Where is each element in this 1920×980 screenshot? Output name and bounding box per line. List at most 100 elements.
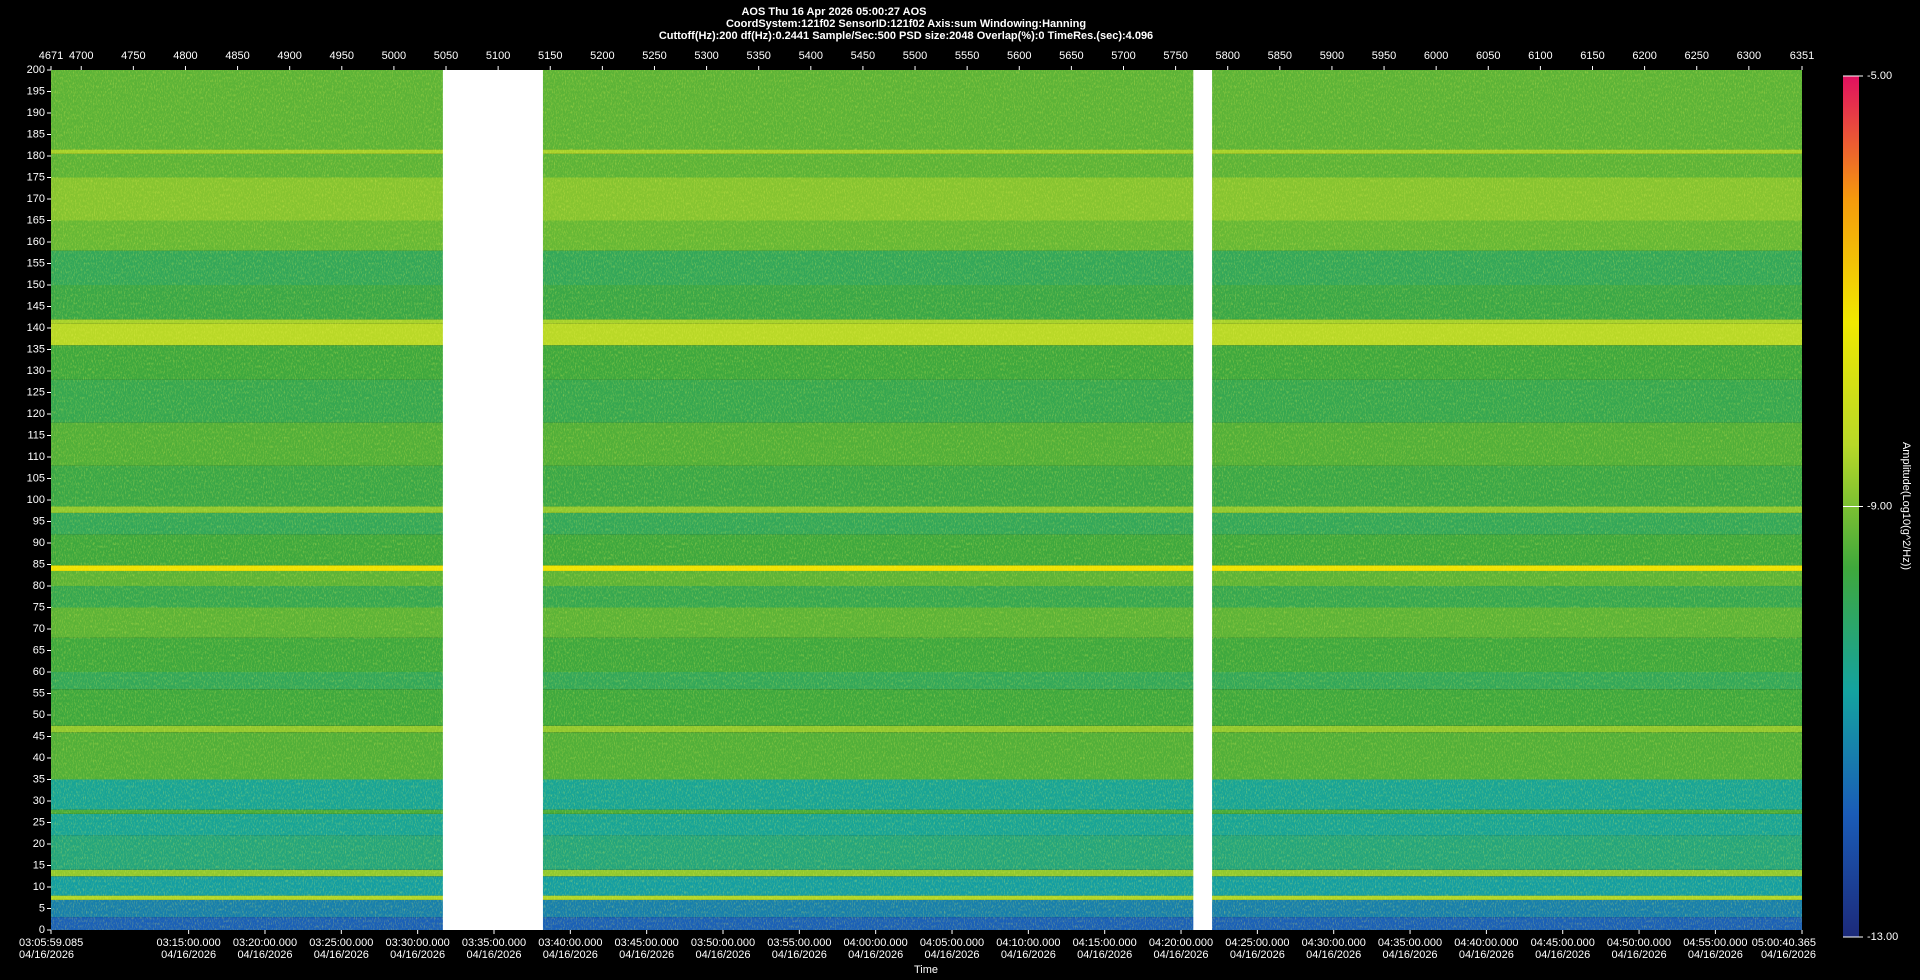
date-tick-label: 04/16/2026: [161, 949, 216, 961]
y-tick-label: 90: [33, 537, 45, 549]
date-tick-label: 04/16/2026: [1306, 949, 1361, 961]
x-tick-label: 4950: [330, 50, 354, 62]
time-tick-label: 03:50:00.000: [691, 937, 755, 949]
x-tick-label: 5600: [1007, 50, 1031, 62]
time-tick-label: 03:15:00.000: [157, 937, 221, 949]
date-tick-label: 04/16/2026: [619, 949, 674, 961]
time-tick-label: 04:20:00.000: [1149, 937, 1213, 949]
y-tick-label: 110: [27, 451, 45, 463]
y-tick-label: 85: [33, 558, 45, 570]
x-tick-label: 6050: [1476, 50, 1500, 62]
time-tick-label: 04:15:00.000: [1073, 937, 1137, 949]
colorbar-label: Amplitude(Log10(g^2/Hz)): [1900, 442, 1912, 570]
time-tick-label: 04:35:00.000: [1378, 937, 1442, 949]
x-tick-label: 5150: [538, 50, 562, 62]
y-tick-label: 125: [27, 386, 45, 398]
y-tick-label: 100: [27, 494, 45, 506]
x-tick-label: 6351: [1790, 50, 1814, 62]
date-tick-label: 04/16/2026: [848, 949, 903, 961]
time-tick-label: 04:00:00.000: [844, 937, 908, 949]
x-tick-label: 5250: [642, 50, 666, 62]
y-tick-label: 185: [27, 128, 45, 140]
date-tick-label: 04/16/2026: [237, 949, 292, 961]
y-tick-label: 150: [27, 279, 45, 291]
y-tick-label: 200: [27, 64, 45, 76]
y-tick-label: 135: [27, 343, 45, 355]
y-tick-label: 170: [27, 193, 45, 205]
x-tick-label: 5800: [1215, 50, 1239, 62]
time-tick-label: 04:05:00.000: [920, 937, 984, 949]
date-tick-label: 04/16/2026: [1761, 949, 1816, 961]
noise-texture: [51, 70, 1802, 930]
y-tick-label: 0: [39, 924, 45, 936]
time-tick-label: 03:25:00.000: [309, 937, 373, 949]
y-tick-label: 95: [33, 515, 45, 527]
x-tick-label: 6150: [1580, 50, 1604, 62]
y-tick-label: 25: [33, 816, 45, 828]
y-tick-label: 15: [33, 859, 45, 871]
date-tick-label: 04/16/2026: [1230, 949, 1285, 961]
date-tick-label: 04/16/2026: [390, 949, 445, 961]
x-tick-label: 5700: [1111, 50, 1135, 62]
date-tick-label: 04/16/2026: [695, 949, 750, 961]
y-tick-label: 120: [27, 408, 45, 420]
date-tick-label: 04/16/2026: [314, 949, 369, 961]
y-tick-label: 130: [27, 365, 45, 377]
spectrogram: [51, 70, 1802, 930]
y-tick-label: 140: [27, 322, 45, 334]
x-tick-label: 5200: [590, 50, 614, 62]
date-tick-label: 04/16/2026: [1535, 949, 1590, 961]
y-tick-label: 5: [39, 902, 45, 914]
x-tick-label: 6100: [1528, 50, 1552, 62]
x-tick-label: 5450: [851, 50, 875, 62]
y-tick-label: 70: [33, 623, 45, 635]
date-tick-label: 04/16/2026: [1612, 949, 1667, 961]
time-tick-label: 04:25:00.000: [1225, 937, 1289, 949]
time-tick-label: 03:30:00.000: [386, 937, 450, 949]
time-tick-label: 04:30:00.000: [1302, 937, 1366, 949]
date-tick-label: 04/16/2026: [543, 949, 598, 961]
x-tick-label: 4900: [277, 50, 301, 62]
date-tick-label: 04/16/2026: [1001, 949, 1056, 961]
data-gap: [443, 70, 543, 930]
y-tick-label: 145: [27, 300, 45, 312]
y-tick-label: 195: [27, 85, 45, 97]
x-tick-label: 5550: [955, 50, 979, 62]
y-tick-label: 190: [27, 107, 45, 119]
data-gap: [1193, 70, 1212, 930]
y-tick-label: 155: [27, 257, 45, 269]
y-tick-label: 50: [33, 709, 45, 721]
date-tick-label: 04/16/2026: [772, 949, 827, 961]
x-tick-label: 4850: [225, 50, 249, 62]
x-tick-label: 5100: [486, 50, 510, 62]
y-tick-label: 165: [27, 214, 45, 226]
x-tick-label: 4800: [173, 50, 197, 62]
time-tick-label: 04:55:00.000: [1683, 937, 1747, 949]
x-tick-label: 5500: [903, 50, 927, 62]
x-tick-label: 4700: [69, 50, 93, 62]
y-tick-label: 30: [33, 795, 45, 807]
x-tick-label: 5850: [1268, 50, 1292, 62]
time-tick-label: 03:35:00.000: [462, 937, 526, 949]
y-tick-label: 20: [33, 838, 45, 850]
x-tick-label: 5400: [799, 50, 823, 62]
time-tick-label: 04:40:00.000: [1454, 937, 1518, 949]
chart-subtitle: CoordSystem:121f02 SensorID:121f02 Axis:…: [726, 18, 1086, 30]
x-tick-label: 6300: [1737, 50, 1761, 62]
time-tick-label: 03:55:00.000: [767, 937, 831, 949]
x-tick-label: 6000: [1424, 50, 1448, 62]
colorbar-tick-label: -5.00: [1867, 70, 1892, 82]
y-tick-label: 105: [27, 472, 45, 484]
x-tick-label: 5950: [1372, 50, 1396, 62]
x-tick-label: 5750: [1163, 50, 1187, 62]
y-tick-label: 60: [33, 666, 45, 678]
y-tick-label: 40: [33, 752, 45, 764]
x-tick-label: 5900: [1320, 50, 1344, 62]
time-tick-label: 03:05:59.085: [19, 937, 83, 949]
settings-line: Cuttoff(Hz):200 df(Hz):0.2441 Sample/Sec…: [659, 30, 1153, 42]
time-tick-label: 03:20:00.000: [233, 937, 297, 949]
colorbar-tick-label: -13.00: [1867, 931, 1898, 943]
x-tick-label: 5300: [694, 50, 718, 62]
date-tick-label: 04/16/2026: [1153, 949, 1208, 961]
